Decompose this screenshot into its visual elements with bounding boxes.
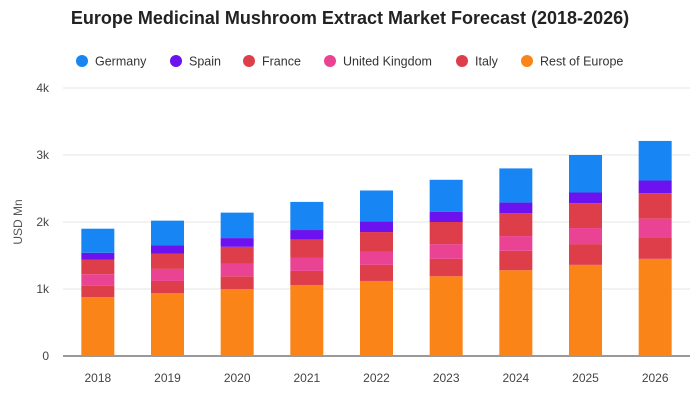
bar-segment-rest-of-europe [220,289,254,356]
bar-segment-united-kingdom [290,257,324,271]
bar-segment-france [569,203,602,229]
legend-item-label[interactable]: Italy [475,55,499,69]
bar-segment-united-kingdom [360,251,393,265]
bar-segment-france [360,232,393,252]
bar-segment-italy [290,270,324,285]
bar-segment-united-kingdom [638,218,672,238]
bar-segment-united-kingdom [499,236,533,251]
bar-segment-france [499,213,533,237]
bar-segment-spain [81,252,115,260]
bar-segment-germany [429,179,463,212]
bar-segment-united-kingdom [151,268,184,281]
legend-marker[interactable] [456,55,468,67]
x-tick-label: 2019 [154,371,181,385]
x-tick-label: 2018 [84,371,111,385]
bar-segment-rest-of-europe [499,270,533,356]
x-tick-label: 2026 [642,371,669,385]
bar-segment-rest-of-europe [81,297,115,356]
x-tick-label: 2021 [293,371,320,385]
bar-segment-france [638,193,672,219]
bar-segment-germany [360,190,393,222]
bar-segment-france [151,253,184,269]
bar-segment-spain [638,180,672,194]
y-tick-label: 0 [42,349,49,363]
bar-segment-spain [429,211,463,222]
bar-segment-italy [220,276,254,289]
y-axis-label: USD Mn [11,199,25,244]
bar-segment-italy [638,237,672,259]
bar-segment-germany [220,212,254,239]
bar-segment-rest-of-europe [429,276,463,356]
bar-segment-spain [151,245,184,254]
bar-segment-spain [360,221,393,233]
bar-segment-germany [290,201,324,231]
bar-segment-germany [499,168,533,203]
bar-segment-italy [499,250,533,271]
bar-segment-united-kingdom [569,228,602,245]
bar-segment-rest-of-europe [290,284,324,356]
legend-marker[interactable] [521,55,533,67]
bar-segment-italy [151,280,184,294]
legend-item-label[interactable]: France [262,55,301,69]
bar-segment-france [429,222,463,245]
bar-segment-united-kingdom [81,274,115,286]
y-tick-label: 2k [36,215,50,229]
legend-item-label[interactable]: Germany [95,55,147,69]
x-tick-label: 2023 [433,371,460,385]
legend-item-label[interactable]: United Kingdom [343,55,432,69]
x-tick-label: 2020 [224,371,251,385]
bar-segment-germany [569,155,602,193]
bar-segment-rest-of-europe [151,293,184,356]
bar-segment-spain [499,202,533,214]
bar-segment-spain [569,192,602,204]
bar-segment-france [290,239,324,258]
legend-marker[interactable] [76,55,88,67]
bar-segment-germany [151,220,184,246]
bar-segment-germany [81,228,115,253]
y-tick-label: 1k [36,282,50,296]
bar-segment-italy [429,258,463,277]
legend-marker[interactable] [324,55,336,67]
legend-item-label[interactable]: Rest of Europe [540,55,623,69]
legend-marker[interactable] [243,55,255,67]
bar-segment-spain [290,230,324,240]
bar-segment-italy [569,244,602,265]
x-tick-label: 2024 [502,371,529,385]
bar-segment-france [220,246,254,264]
bar-segment-spain [220,238,254,247]
bar-segment-united-kingdom [220,263,254,277]
bar-segment-rest-of-europe [638,258,672,356]
x-tick-label: 2022 [363,371,390,385]
y-tick-label: 3k [36,148,50,162]
bar-segment-germany [638,140,672,181]
bar-segment-italy [81,285,115,298]
bar-segment-united-kingdom [429,244,463,259]
bar-segment-rest-of-europe [569,264,602,356]
legend-marker[interactable] [170,55,182,67]
chart-title: Europe Medicinal Mushroom Extract Market… [70,8,630,28]
x-tick-label: 2025 [572,371,599,385]
y-tick-label: 4k [36,81,50,95]
legend-item-label[interactable]: Spain [189,55,221,69]
bar-segment-italy [360,264,393,281]
bar-segment-france [81,259,115,275]
bar-segment-rest-of-europe [360,280,393,356]
